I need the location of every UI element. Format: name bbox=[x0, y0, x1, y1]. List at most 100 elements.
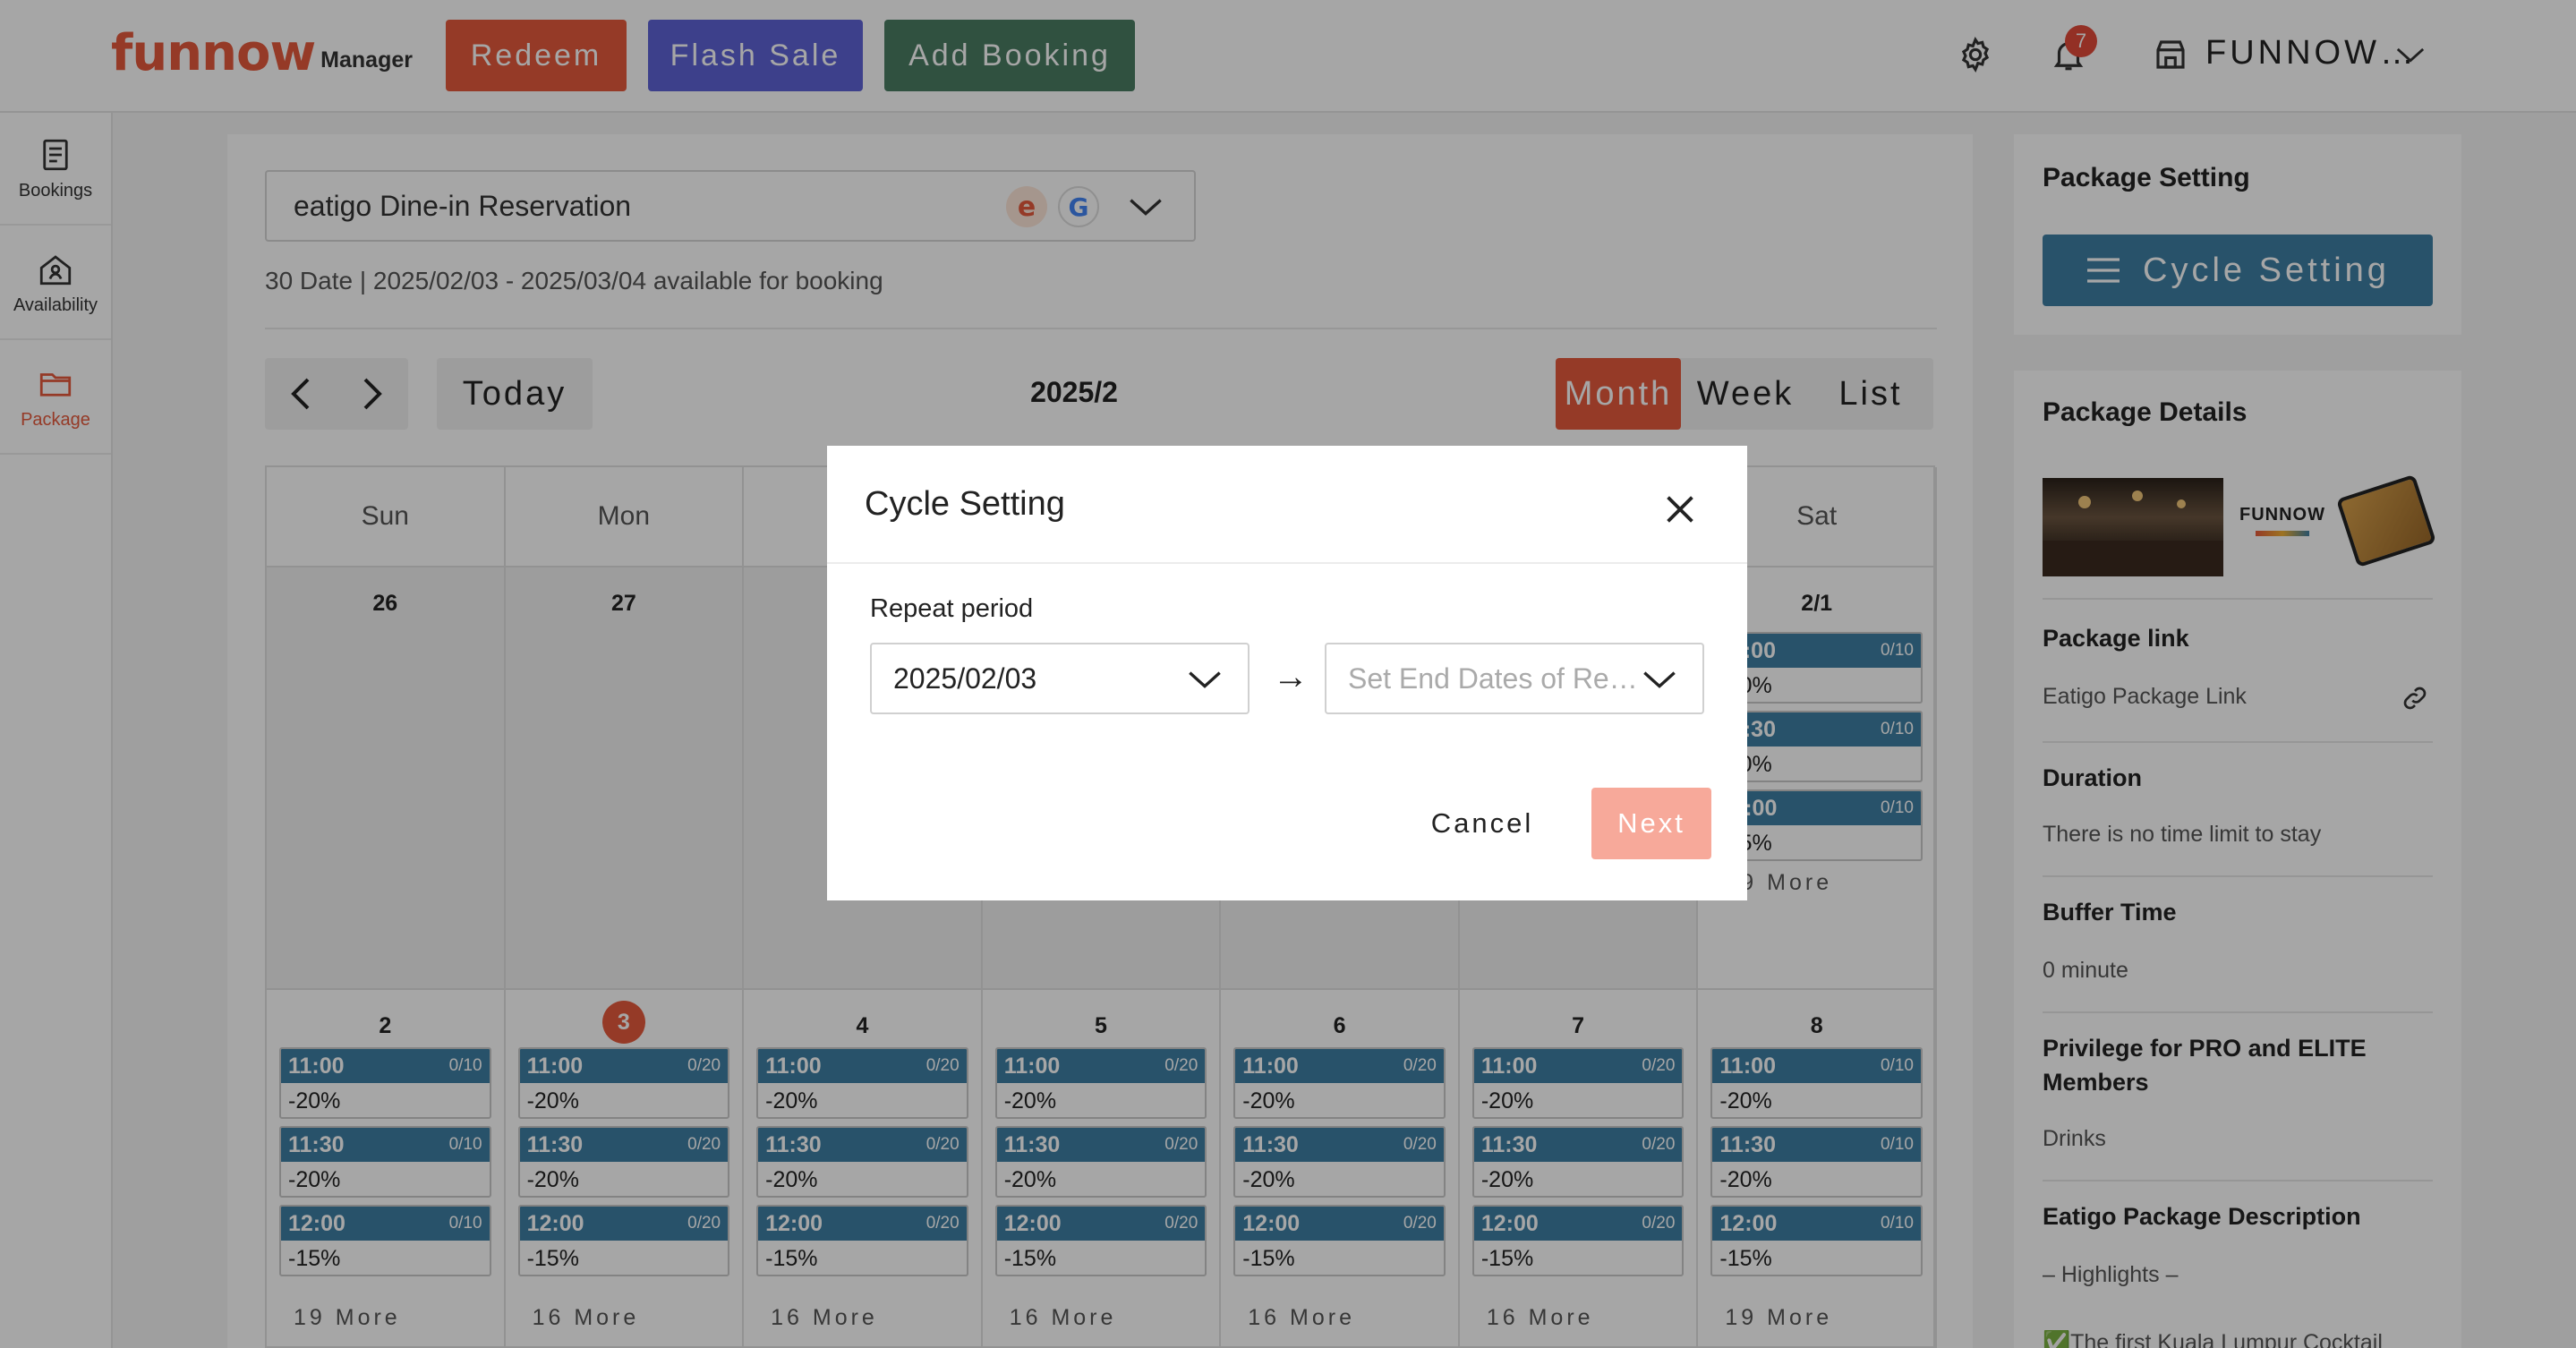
chevron-down-icon[interactable] bbox=[2395, 45, 2426, 66]
slot-time: 11:30 bbox=[288, 1131, 345, 1157]
calendar-day-cell[interactable]: 4 11:00 0/20 -20% 11:30 0/20 -20% 12:00 0/20 -15%… bbox=[744, 988, 983, 1348]
redeem-button[interactable]: Redeem bbox=[446, 20, 627, 91]
time-slot[interactable]: 11:30 0/20 -20% bbox=[1233, 1126, 1446, 1198]
slot-capacity: 0/20 bbox=[1642, 1214, 1676, 1233]
time-slot[interactable]: 11:00 0/10 -20% bbox=[1710, 1047, 1923, 1119]
slot-time: 11:30 bbox=[1719, 1131, 1776, 1157]
slot-header: 11:00 0/10 bbox=[281, 1049, 490, 1083]
package-select[interactable]: eatigo Dine-in Reservation e G bbox=[265, 170, 1196, 242]
description-line: ✅The first Kuala Lumpur Cocktail bbox=[2043, 1330, 2383, 1348]
slot-discount: -20% bbox=[526, 1167, 579, 1192]
next-month-button[interactable] bbox=[337, 358, 408, 430]
more-link[interactable]: 16 More bbox=[1486, 1305, 1594, 1330]
time-slot[interactable]: 11:30 0/20 -20% bbox=[994, 1126, 1207, 1198]
sidebar-item-package[interactable]: Package bbox=[0, 342, 111, 455]
sidebar-item-availability[interactable]: Availability bbox=[0, 227, 111, 340]
sidebar-item-bookings[interactable]: Bookings bbox=[0, 113, 111, 226]
slot-header: 11:30 0/20 bbox=[1235, 1128, 1444, 1162]
time-slot[interactable]: 11:30 0/20 -20% bbox=[756, 1126, 968, 1198]
cancel-button[interactable]: Cancel bbox=[1430, 807, 1534, 839]
slot-capacity: 0/10 bbox=[1880, 641, 1914, 660]
time-slot[interactable]: 12:00 0/20 -15% bbox=[756, 1205, 968, 1276]
time-slot[interactable]: 11:00 0/20 -20% bbox=[1233, 1047, 1446, 1119]
time-slot[interactable]: 11:00 0/20 -20% bbox=[994, 1047, 1207, 1119]
end-date-select[interactable]: Set End Dates of Repeat bbox=[1325, 643, 1704, 714]
repeat-period-label: Repeat period bbox=[870, 594, 1034, 623]
more-link[interactable]: 19 More bbox=[294, 1305, 401, 1330]
duration-value: There is no time limit to stay bbox=[2043, 822, 2322, 847]
time-slot[interactable]: 12:00 0/20 -15% bbox=[994, 1205, 1207, 1276]
weekday-header: Mon bbox=[506, 467, 745, 566]
time-slot[interactable]: 11:00 0/20 -20% bbox=[517, 1047, 730, 1119]
slot-time: 12:00 bbox=[1003, 1210, 1062, 1236]
slot-discount: -15% bbox=[288, 1246, 341, 1271]
slot-capacity: 0/20 bbox=[1164, 1214, 1198, 1233]
time-slot[interactable]: 12:00 0/20 -15% bbox=[1233, 1205, 1446, 1276]
time-slot[interactable]: 11:00 0/10 -20% bbox=[279, 1047, 491, 1119]
time-slot[interactable]: 12:00 0/10 -15% bbox=[279, 1205, 491, 1276]
slot-header: 12:00 0/10 bbox=[281, 1207, 490, 1241]
next-button[interactable]: Next bbox=[1591, 788, 1711, 859]
calendar-day-cell[interactable]: 8 11:00 0/10 -20% 11:30 0/10 -20% 12:00 0/10 -15%… bbox=[1698, 988, 1937, 1348]
calendar-day-cell[interactable]: 5 11:00 0/20 -20% 11:30 0/20 -20% 12:00 0/20 -15%… bbox=[982, 988, 1222, 1348]
sidebar-item-label: Availability bbox=[13, 294, 98, 315]
more-link[interactable]: 16 More bbox=[1009, 1305, 1117, 1330]
slot-discount: -15% bbox=[1003, 1246, 1057, 1271]
slot-header: 12:00 0/20 bbox=[1235, 1207, 1444, 1241]
slot-discount: -20% bbox=[288, 1167, 341, 1192]
slot-time: 11:00 bbox=[1003, 1053, 1061, 1079]
slot-discount: -20% bbox=[1719, 1167, 1772, 1192]
prev-month-button[interactable] bbox=[265, 358, 337, 430]
slot-header: 11:30 0/10 bbox=[1712, 712, 1921, 747]
availability-text: 30 Date | 2025/02/03 - 2025/03/04 availa… bbox=[265, 267, 883, 294]
today-marker: 3 bbox=[601, 1001, 645, 1044]
more-link[interactable]: 16 More bbox=[771, 1305, 878, 1330]
month-title: 2025/2 bbox=[1030, 376, 1118, 408]
calendar-day-cell[interactable]: 6 11:00 0/20 -20% 11:30 0/20 -20% 12:00 0/20 -15%… bbox=[1221, 988, 1460, 1348]
package-link[interactable]: Eatigo Package Link bbox=[2043, 684, 2247, 709]
day-number: 2 bbox=[379, 1013, 392, 1038]
view-month-button[interactable]: Month bbox=[1556, 358, 1681, 430]
start-date-select[interactable]: 2025/02/03 bbox=[870, 643, 1250, 714]
time-slot[interactable]: 11:00 0/20 -20% bbox=[1471, 1047, 1685, 1119]
today-button[interactable]: Today bbox=[437, 358, 593, 430]
calendar-day-cell[interactable]: 3 11:00 0/20 -20% 11:30 0/20 -20% 12:00 0/20 -15%… bbox=[505, 988, 745, 1348]
add-booking-button[interactable]: Add Booking bbox=[884, 20, 1135, 91]
close-icon[interactable] bbox=[1659, 489, 1701, 530]
start-date-value: 2025/02/03 bbox=[893, 662, 1037, 695]
more-link[interactable]: 19 More bbox=[1725, 1305, 1833, 1330]
view-week-button[interactable]: Week bbox=[1696, 374, 1795, 413]
link-icon[interactable] bbox=[2401, 684, 2429, 712]
funnow-logo[interactable]: funnow Manager bbox=[111, 27, 413, 81]
slot-header: 12:00 0/20 bbox=[758, 1207, 967, 1241]
slot-capacity: 0/20 bbox=[1164, 1135, 1198, 1154]
eatigo-icon: e bbox=[1006, 186, 1047, 227]
more-link[interactable]: 16 More bbox=[1248, 1305, 1355, 1330]
calendar-day-cell[interactable]: 7 11:00 0/20 -20% 11:30 0/20 -20% 12:00 0/20 -15%… bbox=[1459, 988, 1699, 1348]
time-slot[interactable]: 12:00 0/20 -15% bbox=[1471, 1205, 1685, 1276]
divider bbox=[827, 562, 1747, 564]
view-list-button[interactable]: List bbox=[1838, 374, 1903, 413]
calendar-day-cell[interactable]: 2 11:00 0/10 -20% 11:30 0/10 -20% 12:00 0/10 -15%… bbox=[267, 988, 506, 1348]
gear-icon[interactable] bbox=[1957, 36, 1994, 73]
time-slot[interactable]: 12:00 0/20 -15% bbox=[517, 1205, 730, 1276]
view-switcher: Month Week List bbox=[1556, 358, 1933, 430]
time-slot[interactable]: 11:30 0/20 -20% bbox=[517, 1126, 730, 1198]
time-slot[interactable]: 11:30 0/10 -20% bbox=[1710, 1126, 1923, 1198]
calendar-day-cell[interactable]: 27 bbox=[505, 566, 745, 988]
slot-discount: -15% bbox=[526, 1246, 579, 1271]
flash-sale-button[interactable]: Flash Sale bbox=[648, 20, 863, 91]
time-slot[interactable]: 12:00 0/10 -15% bbox=[1710, 1205, 1923, 1276]
time-slot[interactable]: 11:00 0/20 -20% bbox=[756, 1047, 968, 1119]
chevron-down-icon[interactable] bbox=[1128, 195, 1164, 220]
time-slot[interactable]: 11:30 0/10 -20% bbox=[279, 1126, 491, 1198]
slot-discount: -20% bbox=[1003, 1167, 1057, 1192]
time-slot[interactable]: 11:30 0/20 -20% bbox=[1471, 1126, 1685, 1198]
more-link[interactable]: 16 More bbox=[532, 1305, 640, 1330]
weekday-header: Sat bbox=[1698, 467, 1937, 566]
slot-capacity: 0/20 bbox=[1403, 1135, 1437, 1154]
calendar-day-cell[interactable]: 26 bbox=[267, 566, 506, 988]
slot-discount: -20% bbox=[765, 1167, 818, 1192]
arrow-right-icon: → bbox=[1273, 657, 1309, 696]
cycle-setting-button[interactable]: Cycle Setting bbox=[2043, 235, 2433, 306]
